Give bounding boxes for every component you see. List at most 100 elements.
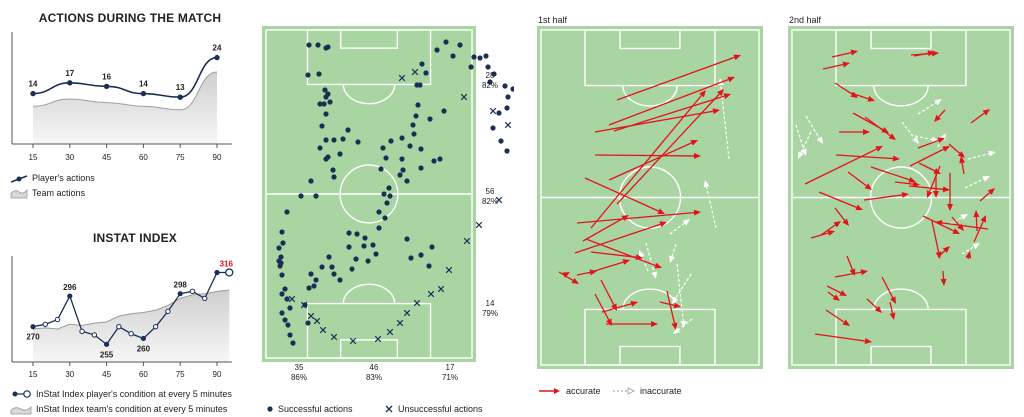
successful-action	[305, 320, 311, 326]
accurate-pass-head	[933, 191, 939, 198]
zone-bottom-count: 17	[446, 363, 455, 372]
successful-action	[302, 302, 308, 308]
accurate-pass	[908, 185, 944, 190]
successful-action	[504, 105, 510, 111]
accurate-pass	[922, 215, 954, 232]
successful-action	[346, 244, 352, 250]
inaccurate-pass-head	[939, 133, 946, 141]
accurate-pass-head	[965, 251, 972, 259]
accurate-pass-head	[908, 176, 916, 183]
accurate-pass-head	[867, 95, 875, 102]
accurate-pass-head	[926, 190, 933, 198]
accurate-pass	[666, 290, 676, 324]
successful-action	[325, 91, 331, 97]
successful-action	[276, 245, 282, 251]
successful-action	[397, 172, 403, 178]
accurate-pass-head	[937, 137, 945, 144]
player-condition-point	[30, 324, 36, 330]
goal-area-bottom	[870, 345, 932, 366]
inaccurate-pass	[961, 246, 975, 255]
accurate-pass	[587, 261, 624, 274]
successful-action	[399, 135, 405, 141]
unsuccessful-action	[386, 328, 394, 336]
zone-right-pct: 82%	[482, 81, 498, 90]
successful-action	[319, 123, 325, 129]
inaccurate-pass	[805, 115, 820, 139]
halves-legend-inaccurate: inaccurate	[612, 386, 682, 396]
inaccurate-pass	[964, 178, 984, 189]
x-tick-label: 75	[176, 370, 185, 379]
accurate-pass-head	[839, 290, 847, 296]
accurate-pass-head	[973, 210, 980, 218]
second-half-pitch	[788, 26, 1014, 369]
successful-action	[487, 79, 493, 85]
player-condition-point	[177, 291, 183, 297]
accurate-pass	[594, 293, 610, 321]
successful-action	[330, 167, 336, 173]
accurate-pass	[585, 238, 656, 267]
successful-action	[418, 252, 424, 258]
accurate-pass-head	[987, 188, 995, 195]
inaccurate-arrow-icon	[613, 387, 635, 395]
player-condition-value: 270	[26, 333, 40, 342]
inaccurate-pass-head	[673, 327, 681, 334]
inaccurate-pass-head	[912, 136, 919, 144]
index-legend-player: InStat Index player's condition at every…	[10, 388, 232, 400]
inaccurate-pass-head	[988, 150, 996, 157]
accurate-pass-head	[957, 151, 965, 158]
unsuccessful-action	[445, 266, 453, 274]
inaccurate-pass-head	[972, 243, 980, 250]
player-actions-point	[140, 90, 147, 97]
accurate-pass-head	[630, 300, 638, 307]
successful-dot-icon	[267, 406, 273, 412]
x-tick-label: 90	[213, 153, 222, 162]
accurate-pass-head	[860, 269, 868, 276]
accurate-pass-head	[671, 322, 678, 330]
x-tick-label: 90	[213, 370, 222, 379]
accurate-pass	[937, 250, 946, 258]
player-actions-point	[214, 54, 220, 61]
zone-bottom-pct: 86%	[291, 373, 307, 382]
successful-action	[408, 255, 414, 261]
team-actions-line	[32, 71, 218, 111]
zone-bottom-count: 35	[295, 363, 304, 372]
accurate-pass	[835, 154, 894, 160]
successful-action	[378, 166, 384, 172]
x-tick-label: 60	[139, 370, 148, 379]
inaccurate-pass-head	[651, 271, 658, 279]
accurate-pass	[825, 309, 845, 323]
unsuccessful-cross-icon	[385, 405, 393, 413]
player-condition-point	[214, 269, 220, 276]
successful-action	[276, 258, 282, 264]
unsuccessful-action	[489, 107, 497, 115]
successful-action	[308, 178, 314, 184]
x-tick-label: 30	[65, 153, 74, 162]
halves-legend-inaccurate-label: inaccurate	[640, 386, 682, 396]
x-tick-label: 45	[102, 153, 111, 162]
accurate-pass	[917, 139, 939, 149]
accurate-pass	[973, 221, 984, 243]
unsuccessful-action	[307, 312, 315, 320]
pitch-markings	[537, 26, 763, 369]
inaccurate-pass	[800, 131, 812, 153]
successful-action	[284, 209, 290, 215]
accurate-pass	[818, 191, 857, 208]
successful-action	[407, 143, 413, 149]
accurate-pass-head	[723, 93, 731, 99]
successful-action	[277, 263, 283, 269]
x-tick-label: 15	[29, 153, 38, 162]
successful-action	[413, 113, 419, 119]
successful-action	[316, 71, 322, 77]
index-legend-player-label: InStat Index player's condition at every…	[36, 389, 232, 399]
inaccurate-pass	[705, 186, 717, 229]
inaccurate-pass	[671, 243, 677, 257]
zone-bottom-count: 46	[370, 363, 379, 372]
accurate-pass-head	[842, 319, 850, 326]
successful-action	[411, 131, 417, 137]
accurate-pass	[584, 177, 659, 212]
zones-legend-fail-label: Unsuccessful actions	[398, 404, 483, 414]
zones-legend-success: Successful actions	[266, 404, 353, 414]
halves-legend-accurate: accurate	[538, 386, 601, 396]
player-condition-value: 260	[137, 344, 151, 353]
accurate-pass-head	[957, 223, 964, 231]
